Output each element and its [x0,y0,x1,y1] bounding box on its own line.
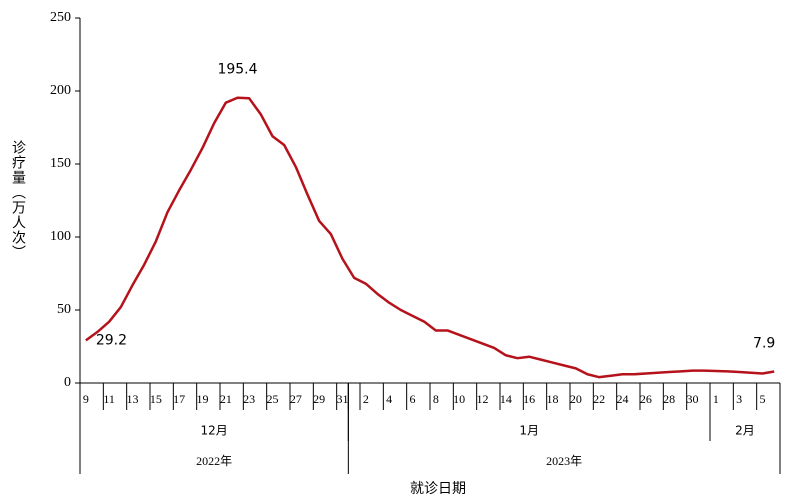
x-tick-label: 9 [83,392,89,406]
x-tick-label: 29 [313,392,325,406]
data-label: 7.9 [753,335,775,351]
x-tick-label: 10 [453,392,465,406]
month-label: 1月 [519,424,539,438]
x-tick-label: 15 [150,392,162,406]
data-label: 195.4 [217,62,257,78]
month-label: 12月 [201,424,228,438]
x-tick-label: 20 [570,392,582,406]
y-tick-label: 50 [57,302,71,317]
y-axis-label: 诊疗量（万人次） [10,140,26,260]
x-tick-label: 17 [173,392,185,406]
x-tick-label: 14 [500,392,512,406]
month-label: 2月 [735,424,755,438]
x-tick-label: 22 [593,392,605,406]
year-label: 2022年 [196,454,232,468]
x-tick-label: 4 [386,392,392,406]
x-tick-label: 2 [363,392,369,406]
x-tick-label: 13 [127,392,139,406]
x-tick-label: 30 [687,392,699,406]
x-tick-label: 12 [477,392,489,406]
x-axis-label: 就诊日期 [410,481,466,497]
x-tick-label: 23 [243,392,255,406]
y-tick-label: 200 [50,83,71,98]
x-tick-label: 19 [197,392,209,406]
year-label: 2023年 [546,454,582,468]
x-tick-label: 11 [103,392,115,406]
y-tick-label: 150 [50,156,71,171]
x-tick-label: 25 [267,392,279,406]
x-tick-label: 5 [760,392,766,406]
x-tick-label: 21 [220,392,232,406]
y-tick-label: 250 [50,10,71,25]
y-tick-label: 0 [64,375,71,390]
x-tick-label: 31 [337,392,349,406]
x-tick-label: 16 [523,392,535,406]
data-line [85,96,775,379]
x-tick-label: 27 [290,392,302,406]
x-tick-label: 26 [640,392,652,406]
x-tick-label: 6 [410,392,416,406]
x-tick-label: 28 [663,392,675,406]
data-label: 29.2 [96,332,127,348]
x-tick-label: 3 [736,392,742,406]
x-tick-label: 1 [713,392,719,406]
x-tick-label: 24 [617,392,629,406]
x-tick-label: 8 [433,392,439,406]
y-tick-label: 100 [50,229,71,244]
x-tick-label: 18 [547,392,559,406]
